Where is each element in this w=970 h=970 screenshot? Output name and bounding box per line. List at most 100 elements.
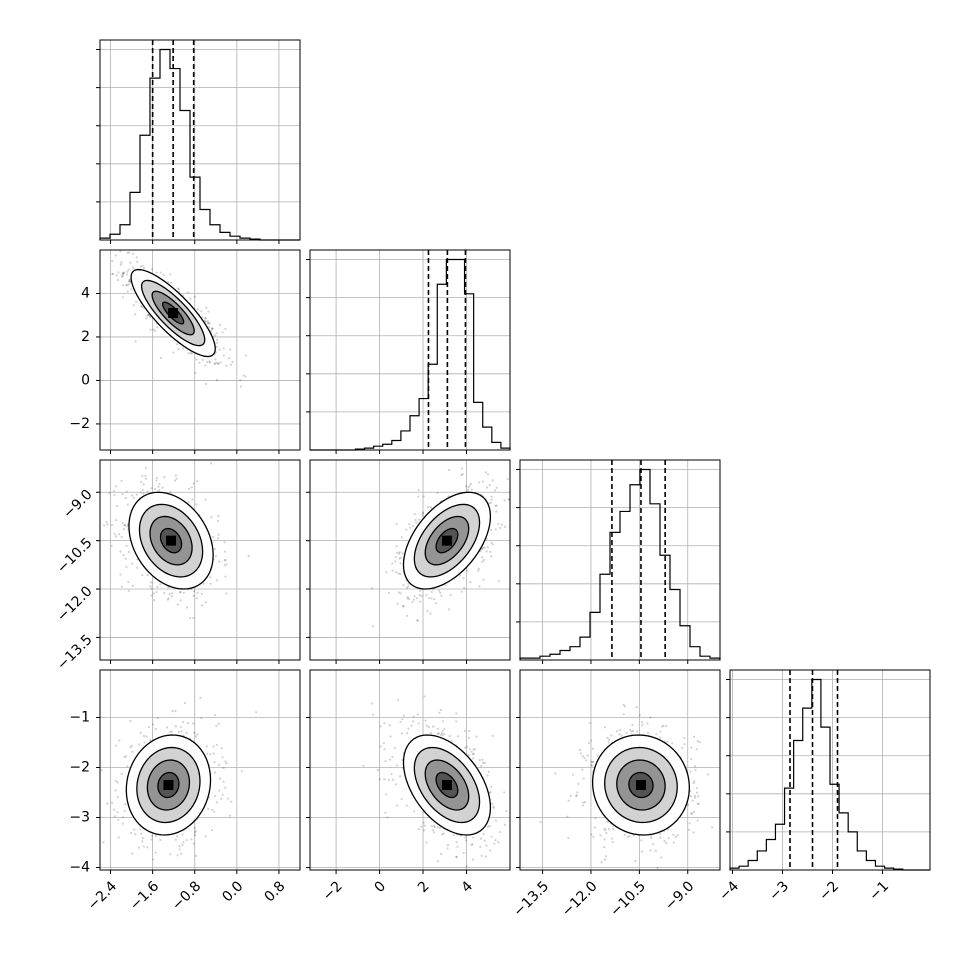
pair-0-2-point (158, 482, 161, 486)
pair-1-2-point (429, 505, 433, 509)
pair-0-1-point (214, 334, 217, 337)
pair-1-2-point (408, 597, 411, 600)
pair-2-3-point (690, 811, 693, 815)
pair-0-2-point (114, 485, 117, 488)
pair-1-2-point (399, 572, 402, 576)
pair-0-1-point (201, 358, 204, 361)
pair-0-2-point (131, 584, 135, 587)
pair-0-3-point (143, 734, 146, 738)
pair-0-1-point (159, 356, 162, 359)
pair-1-2-point (401, 552, 404, 555)
pair-0-2-point (176, 603, 179, 606)
pair-1-2-point (497, 522, 500, 526)
pair-2-3-point (695, 787, 699, 790)
pair-0-1-point (116, 278, 119, 282)
pair-2-3-point (660, 856, 663, 859)
pair-2-3-point (659, 730, 662, 733)
pair-0-2-point (163, 591, 166, 595)
pair-2-3-point (576, 791, 579, 794)
pair-0-1-point (74, 222, 76, 224)
pair-1-3-point (443, 727, 446, 730)
pair-0-2-point (192, 594, 195, 597)
pair-2-3-point (586, 754, 589, 757)
pair-0-1-point (205, 306, 208, 309)
pair-2-3-point (632, 730, 635, 733)
pair-0-3-point (102, 841, 105, 844)
pair-1-2-point (481, 560, 484, 563)
pair-0-1-point (206, 360, 209, 364)
pair-2-3-point (696, 802, 699, 806)
pair-0-2-point (156, 585, 159, 588)
pair-0-2-point (120, 585, 123, 588)
pair-0-2-peak (166, 535, 177, 546)
pair-1-2-point (411, 600, 414, 604)
pair-0-2-point (204, 601, 207, 604)
pair-2-3-point (567, 836, 570, 840)
pair-2-3-point (607, 828, 611, 831)
pair-1-2-point (485, 550, 488, 553)
pair-1-2-point (437, 589, 441, 592)
pair-1-3-point (456, 735, 460, 738)
pair-1-3-point (384, 760, 387, 763)
pair-1-2-point (428, 596, 431, 600)
pair-0-2-point (210, 516, 213, 519)
pair-1-2-point (518, 472, 520, 474)
pair-0-3-point (133, 828, 136, 831)
pair-0-2-point (223, 541, 226, 544)
pair-0-2-point (209, 582, 212, 585)
pair-0-2-point (125, 544, 128, 547)
pair-2-3-point (622, 713, 625, 716)
pair-2-3-point (575, 794, 578, 798)
pair-1-2-point (515, 487, 517, 489)
pair-1-2-point (421, 512, 425, 515)
pair-0-2-point (125, 565, 128, 568)
pair-1-3-point (401, 758, 404, 761)
pair-0-1-point (193, 295, 196, 298)
y-tick-label-p2-3: −9.0 (60, 487, 95, 522)
pair-0-3-point (174, 838, 177, 841)
pair-2-3-point (592, 835, 595, 838)
pair-1-3-point (467, 736, 471, 739)
pair-0-3-point (149, 738, 152, 742)
pair-2-3-point (590, 764, 593, 767)
pair-1-3-point (425, 724, 428, 727)
pair-0-2-point (135, 566, 139, 569)
pair-0-2-point (196, 591, 199, 594)
pair-0-3-point (189, 870, 191, 872)
pair-0-3-point (192, 722, 195, 725)
pair-1-3-point (423, 695, 426, 698)
pair-0-2-point (119, 550, 122, 553)
pair-0-1-point (177, 288, 181, 291)
hist-panel-p2 (516, 459, 721, 664)
pair-1-2-point (460, 590, 463, 593)
pair-0-2-point (110, 544, 113, 548)
pair-1-3-point (405, 804, 408, 807)
pair-0-2-point (127, 580, 130, 584)
pair-1-2-point (491, 479, 494, 482)
pair-2-3-point (692, 810, 696, 814)
pair-1-3-point (432, 725, 435, 728)
pair-0-2-point (124, 557, 127, 560)
pair-2-3-point (725, 778, 727, 780)
pair-0-1-point (194, 371, 197, 375)
pair-1-3-point (441, 833, 444, 836)
pair-1-3-point (443, 732, 446, 736)
pair-0-2-point (105, 520, 108, 524)
pair-1-3-point (423, 824, 426, 827)
pair-2-3-point (594, 817, 597, 820)
pair-0-3-point (179, 726, 183, 729)
pair-0-1-point (126, 270, 129, 273)
pair-2-3-point (693, 780, 696, 783)
pair-1-3-point (420, 825, 423, 828)
pair-0-3-point (143, 741, 146, 744)
pair-0-3-point (240, 770, 243, 773)
pair-1-2-point (413, 595, 416, 598)
pair-2-3-point (681, 746, 684, 750)
pair-1-3-point (494, 839, 497, 842)
pair-0-3-point (206, 752, 209, 755)
pair-1-3-point (487, 770, 490, 774)
pair-0-2-point (125, 490, 128, 493)
pair-2-3-point (603, 827, 606, 831)
pair-0-3-point (94, 842, 96, 844)
pair-0-3-point (181, 833, 184, 836)
